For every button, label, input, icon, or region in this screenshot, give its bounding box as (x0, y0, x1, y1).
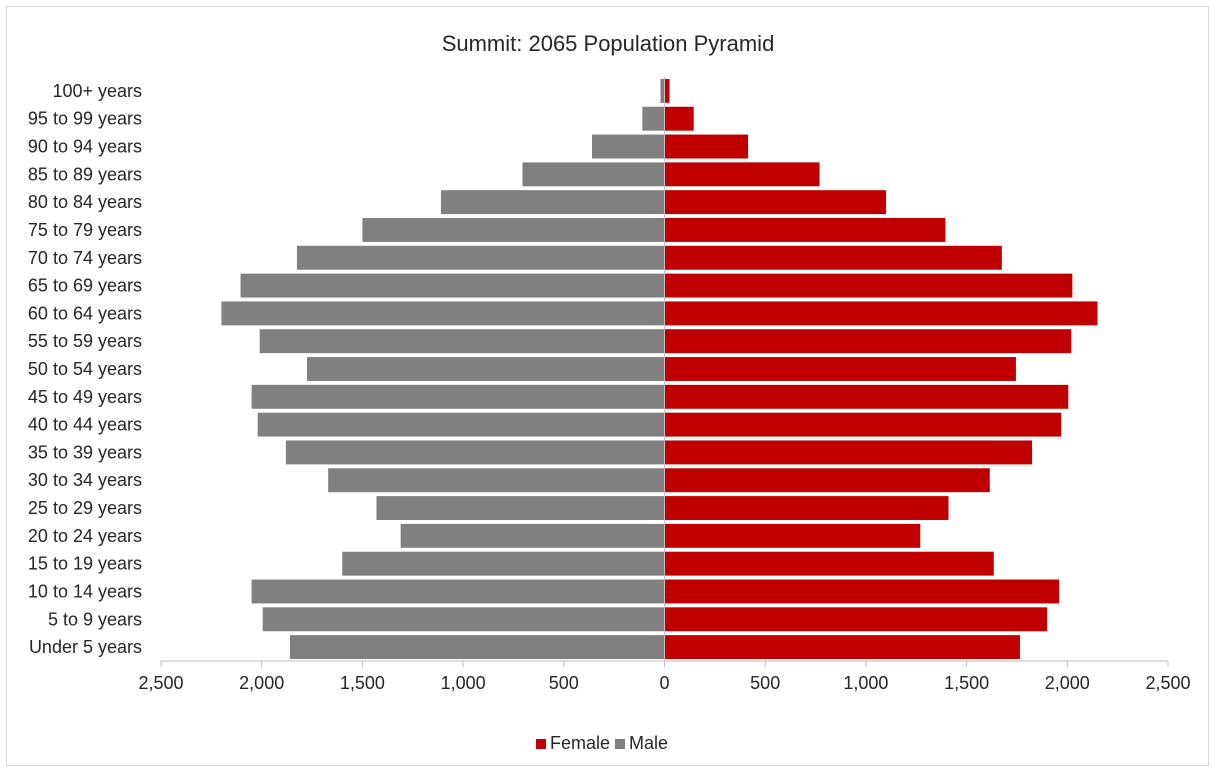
category-label-9: 55 to 59 years (28, 331, 142, 351)
bar-male-7 (240, 273, 665, 298)
bar-male-1 (642, 106, 665, 131)
bar-male-0 (660, 78, 665, 103)
bar-female-5 (664, 217, 946, 242)
legend: Female Male (536, 733, 668, 753)
x-tick-label-0: 2,500 (138, 673, 183, 693)
bar-female-11 (664, 384, 1069, 409)
bar-female-0 (664, 78, 670, 103)
category-label-1: 95 to 99 years (28, 109, 142, 129)
bar-male-19 (262, 607, 665, 632)
category-label-0: 100+ years (52, 81, 142, 101)
x-tick-label-4: 500 (549, 673, 579, 693)
category-label-14: 30 to 34 years (28, 470, 142, 490)
bars-layer (221, 78, 1098, 660)
category-label-11: 45 to 49 years (28, 387, 142, 407)
bar-male-12 (257, 412, 665, 437)
x-tick-label-1: 2,000 (239, 673, 284, 693)
population-pyramid-chart: Summit: 2065 Population Pyramid 100+ yea… (28, 31, 1191, 753)
bar-male-6 (296, 245, 665, 270)
bar-female-2 (664, 134, 749, 159)
category-label-13: 35 to 39 years (28, 442, 142, 462)
category-label-8: 60 to 64 years (28, 303, 142, 323)
x-tick-label-2: 1,500 (340, 673, 385, 693)
legend-label-male: Male (629, 733, 668, 753)
category-label-12: 40 to 44 years (28, 415, 142, 435)
bar-female-3 (664, 162, 820, 187)
category-labels: 100+ years 95 to 99 years 90 to 94 years 85… (28, 81, 142, 657)
bar-female-20 (664, 635, 1020, 660)
bar-female-17 (664, 551, 994, 576)
category-label-19: 5 to 9 years (48, 609, 142, 629)
chart-frame: Summit: 2065 Population Pyramid 100+ yea… (6, 6, 1209, 766)
bar-male-11 (251, 384, 665, 409)
category-label-7: 65 to 69 years (28, 276, 142, 296)
legend-label-female: Female (550, 733, 610, 753)
bar-male-17 (342, 551, 665, 576)
bar-male-14 (328, 468, 665, 493)
x-tick-label-6: 500 (750, 673, 780, 693)
category-label-4: 80 to 84 years (28, 192, 142, 212)
bar-female-7 (664, 273, 1073, 298)
bar-male-2 (591, 134, 665, 159)
category-label-20: Under 5 years (29, 637, 142, 657)
x-tick-label-10: 2,500 (1145, 673, 1190, 693)
x-tick-label-7: 1,000 (843, 673, 888, 693)
category-label-16: 20 to 24 years (28, 526, 142, 546)
bar-male-18 (251, 579, 665, 604)
bar-male-10 (307, 357, 665, 381)
bar-female-19 (664, 607, 1048, 632)
category-label-2: 90 to 94 years (28, 137, 142, 157)
x-tick-label-8: 1,500 (944, 673, 989, 693)
bar-female-18 (664, 579, 1060, 604)
bar-male-8 (221, 301, 665, 326)
bar-female-6 (664, 245, 1002, 270)
chart-title: Summit: 2065 Population Pyramid (442, 31, 775, 56)
bar-female-14 (664, 468, 990, 493)
x-tick-label-3: 1,000 (441, 673, 486, 693)
bar-male-16 (400, 523, 665, 548)
category-label-18: 10 to 14 years (28, 581, 142, 601)
category-label-3: 85 to 89 years (28, 164, 142, 184)
bar-female-13 (664, 440, 1033, 465)
category-label-15: 25 to 29 years (28, 498, 142, 518)
bar-female-16 (664, 523, 921, 548)
category-label-17: 15 to 19 years (28, 554, 142, 574)
bar-male-20 (289, 635, 665, 660)
legend-swatch-male (615, 739, 625, 749)
category-label-6: 70 to 74 years (28, 248, 142, 268)
x-tick-label-5: 0 (659, 673, 669, 693)
bar-male-13 (285, 440, 665, 465)
bar-male-5 (362, 217, 665, 242)
bar-male-9 (259, 329, 665, 354)
category-label-10: 50 to 54 years (28, 359, 142, 379)
bar-male-3 (522, 162, 665, 187)
bar-female-10 (664, 357, 1016, 381)
bar-female-1 (664, 106, 694, 131)
x-tick-label-9: 2,000 (1045, 673, 1090, 693)
bar-male-4 (440, 190, 665, 215)
category-label-5: 75 to 79 years (28, 220, 142, 240)
bar-female-9 (664, 329, 1072, 354)
bar-female-15 (664, 496, 949, 521)
bar-male-15 (376, 496, 665, 521)
bar-female-8 (664, 301, 1098, 326)
legend-swatch-female (536, 739, 546, 749)
bar-female-4 (664, 190, 887, 215)
bar-female-12 (664, 412, 1062, 437)
x-axis: 2,500 2,000 1,500 1,000 500 0 500 1,000 1,500 2,0… (138, 77, 1191, 693)
